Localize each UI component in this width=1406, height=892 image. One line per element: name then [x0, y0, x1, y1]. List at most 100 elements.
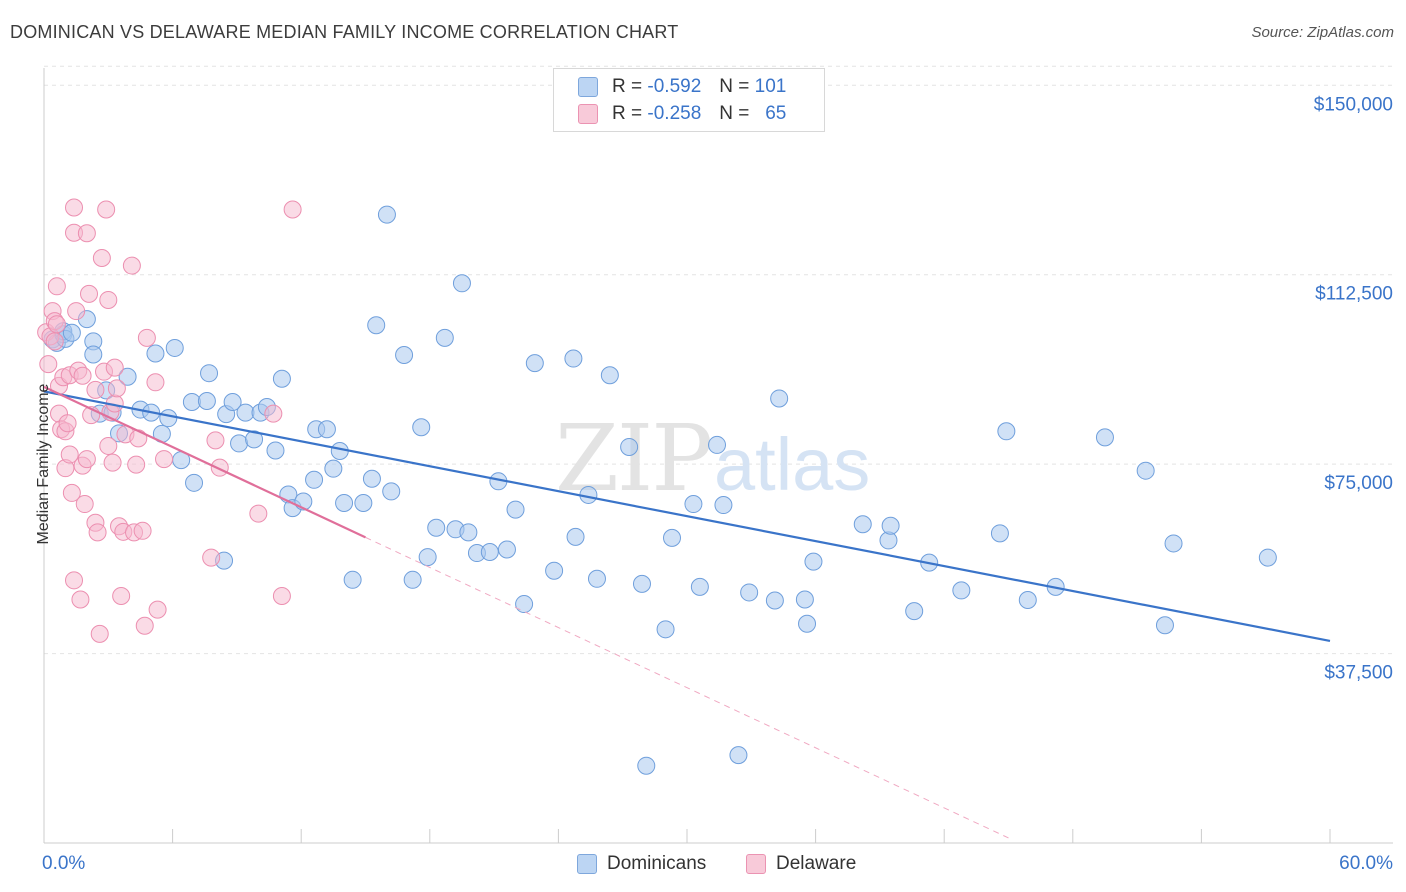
y-tick-label: $112,500	[1315, 284, 1393, 305]
delaware-point	[65, 571, 84, 590]
legend-r-value: -0.592	[647, 76, 702, 97]
dominicans-point	[197, 391, 216, 410]
axes	[43, 68, 1393, 844]
delaware-point	[264, 404, 283, 423]
dominicans-point	[662, 528, 681, 547]
delaware-point	[206, 431, 225, 450]
dominicans-point	[435, 328, 454, 347]
dominicans-point	[770, 389, 789, 408]
delaware-point	[105, 358, 124, 377]
dominicans-point	[159, 409, 178, 428]
dominicans-point	[418, 548, 437, 567]
delaware-point	[112, 586, 131, 605]
y-tick-label: $75,000	[1324, 473, 1393, 494]
legend-swatch-blue	[578, 77, 598, 97]
delaware-point	[45, 332, 64, 351]
dominicans-point	[515, 595, 534, 614]
legend-n-label: N =	[719, 76, 750, 97]
x-tick-labels: 0.0% 60.0%	[42, 853, 1393, 874]
dominicans-point	[245, 430, 264, 449]
bottom-legend-label: Delaware	[776, 853, 857, 874]
delaware-point	[249, 504, 268, 523]
legend-swatch-pink	[578, 104, 598, 124]
delaware-point	[65, 198, 84, 217]
dominicans-point	[146, 344, 165, 363]
legend-row-dominicans: R = -0.592 N = 101	[578, 75, 786, 99]
legend-r-value: -0.258	[647, 103, 702, 124]
y-tick-label: $150,000	[1314, 94, 1393, 115]
dominicans-point	[412, 418, 431, 437]
dominicans-point	[354, 494, 373, 513]
y-axis-label: Median Family Income	[35, 383, 52, 545]
delaware-point	[47, 315, 66, 334]
dominicans-point	[118, 367, 137, 386]
delaware-point	[47, 277, 66, 296]
dominicans-point	[600, 366, 619, 385]
delaware-point	[155, 450, 174, 469]
delaware-point	[107, 379, 126, 398]
dominicans-point	[997, 422, 1016, 441]
delaware-point	[99, 290, 118, 309]
dominicans-point	[367, 316, 386, 335]
delaware-point	[202, 548, 221, 567]
dominicans-point	[182, 392, 201, 411]
delaware-point	[73, 366, 92, 385]
dominicans-point	[637, 756, 656, 775]
delaware-point	[77, 450, 96, 469]
delaware-trendline-extension	[365, 536, 1009, 839]
delaware-point	[60, 445, 79, 464]
dominicans-point	[84, 345, 103, 364]
bottom-swatch-blue	[577, 854, 597, 874]
dominicans-point	[459, 523, 478, 542]
legend-n-value: 65	[765, 103, 787, 124]
bottom-legend-dominicans: Dominicans	[577, 852, 706, 876]
dominicans-point	[795, 590, 814, 609]
delaware-point	[75, 495, 94, 514]
dominicans-point	[656, 620, 675, 639]
dominicans-point	[1095, 428, 1114, 447]
delaware-point	[92, 249, 111, 268]
legend-row-delaware: R = -0.258 N = 65	[578, 102, 786, 126]
dominicans-point	[708, 435, 727, 454]
delaware-point	[133, 521, 152, 540]
delaware-point	[67, 302, 86, 321]
delaware-point	[127, 455, 146, 474]
dominicans-point	[403, 570, 422, 589]
dominicans-point	[905, 602, 924, 621]
dominicans-point	[1258, 548, 1277, 567]
delaware-point	[58, 414, 77, 433]
dominicans-point	[362, 469, 381, 488]
correlation-legend: R = -0.592 N = 101 R = -0.258 N = 65	[553, 68, 825, 132]
delaware-point	[210, 458, 229, 477]
dominicans-point	[427, 518, 446, 537]
legend-r-label: R =	[612, 76, 643, 97]
dominicans-point	[620, 437, 639, 456]
dominicans-point	[266, 441, 285, 460]
dominicans-point	[343, 570, 362, 589]
delaware-point	[272, 586, 291, 605]
dominicans-point	[335, 494, 354, 513]
delaware-point	[137, 328, 156, 347]
delaware-point	[90, 624, 109, 643]
trendlines	[43, 385, 1331, 839]
dominicans-point	[452, 274, 471, 293]
dominicans-point	[684, 495, 703, 514]
dominicans-point	[165, 338, 184, 357]
dominicans-point	[690, 577, 709, 596]
dominicans-point	[324, 459, 343, 478]
dominicans-point	[525, 354, 544, 373]
delaware-point	[86, 380, 105, 399]
source-label: Source: ZipAtlas.com	[1251, 24, 1394, 41]
delaware-point	[103, 453, 122, 472]
delaware-point	[146, 373, 165, 392]
dominicans-point	[200, 364, 219, 383]
dominicans-point	[1018, 591, 1037, 610]
dominicans-point	[714, 496, 733, 515]
dominicans-point	[382, 482, 401, 501]
dominicans-point	[480, 543, 499, 562]
dominicans-point	[236, 403, 255, 422]
dominicans-point	[804, 552, 823, 571]
delaware-point	[129, 429, 148, 448]
dominicans-point	[506, 500, 525, 519]
delaware-trendline	[43, 385, 366, 539]
